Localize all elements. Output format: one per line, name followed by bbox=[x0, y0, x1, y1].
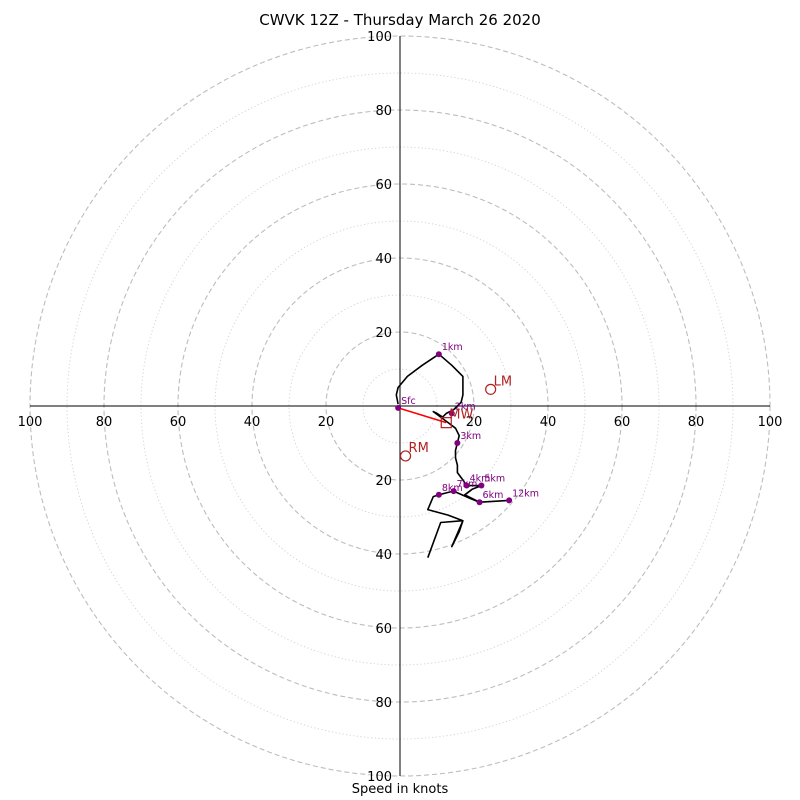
x-tick-label-right: 20 bbox=[466, 415, 483, 430]
y-tick-label-top: 80 bbox=[375, 104, 392, 119]
height-point-1km bbox=[435, 351, 442, 358]
y-tick-label-bottom: 80 bbox=[375, 696, 392, 711]
y-tick-label-bottom: 100 bbox=[367, 770, 392, 785]
height-label-6km: 6km bbox=[483, 490, 504, 501]
x-tick-label-right: 60 bbox=[614, 415, 631, 430]
storm-motion-marker-lm bbox=[485, 383, 497, 395]
height-label-8km: 8km bbox=[442, 483, 463, 494]
height-label-5km: 5km bbox=[484, 474, 505, 485]
storm-motion-label-lm: LM bbox=[494, 374, 512, 389]
storm-motion-markers: LM RM MW bbox=[399, 374, 512, 462]
storm-motion-label-mw: MW bbox=[449, 408, 473, 423]
height-point-8km bbox=[435, 491, 442, 498]
mean-wind-vector bbox=[397, 407, 447, 424]
storm-motion-label-rm: RM bbox=[409, 441, 429, 456]
height-point-4km bbox=[463, 482, 470, 489]
height-label-sfc: Sfc bbox=[401, 396, 416, 407]
y-tick-label-bottom: 20 bbox=[375, 474, 392, 489]
height-point-5km bbox=[478, 482, 485, 489]
y-tick-label-bottom: 40 bbox=[375, 548, 392, 563]
height-point-2km bbox=[448, 410, 455, 417]
x-tick-label-left: 60 bbox=[170, 415, 187, 430]
height-label-2km: 2km bbox=[455, 401, 476, 412]
y-tick-label-top: 40 bbox=[375, 252, 392, 267]
height-label-7km: 7km bbox=[457, 479, 478, 490]
height-label-1km: 1km bbox=[442, 342, 463, 353]
height-label-3km: 3km bbox=[460, 431, 481, 442]
hodograph-trace bbox=[395, 353, 510, 558]
hodograph-line bbox=[395, 353, 510, 558]
x-tick-label-right: 100 bbox=[758, 415, 783, 430]
height-point-12km bbox=[506, 497, 513, 504]
y-tick-label-bottom: 60 bbox=[375, 622, 392, 637]
x-tick-label-right: 40 bbox=[540, 415, 557, 430]
x-tick-label-left: 40 bbox=[244, 415, 261, 430]
y-tick-label-top: 20 bbox=[375, 326, 392, 341]
height-point-sfc bbox=[395, 404, 402, 411]
x-tick-label-left: 80 bbox=[96, 415, 113, 430]
x-tick-label-left: 20 bbox=[318, 415, 335, 430]
x-axis-label: Speed in knots bbox=[351, 782, 449, 797]
height-point-6km bbox=[476, 499, 483, 506]
height-label-12km: 12km bbox=[512, 488, 539, 499]
height-label-4km: 4km bbox=[470, 474, 491, 485]
height-point-3km bbox=[454, 440, 461, 446]
y-tick-label-top: 100 bbox=[367, 30, 392, 45]
y-tick-label-top: 60 bbox=[375, 178, 392, 193]
mean-wind-marker bbox=[440, 417, 452, 429]
chart-title: CWVK 12Z - Thursday March 26 2020 bbox=[259, 11, 541, 29]
x-tick-label-left: 100 bbox=[18, 415, 43, 430]
storm-motion-marker-rm bbox=[399, 450, 412, 462]
x-tick-label-right: 80 bbox=[688, 415, 705, 430]
height-point-7km bbox=[450, 488, 457, 495]
